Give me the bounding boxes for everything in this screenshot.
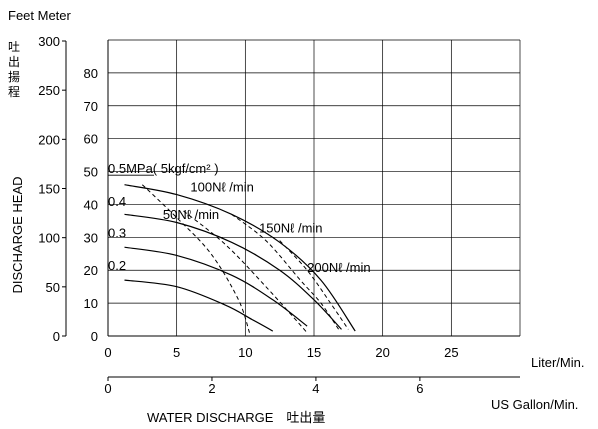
curve-labels: 0.5MPa( 5kgf/cm² ) 0.4 0.3 0.2 100Nℓ /min 50N… [108,161,371,275]
curve-label: 0.2 [108,258,126,273]
meter-tick-label: 60 [84,132,98,147]
pressure-curve [124,279,274,332]
gallon-tick-label: 6 [416,381,423,396]
feet-tick-label: 250 [38,83,60,98]
header-units: Feet Meter [8,8,72,23]
air-flow-curve [141,184,250,333]
liter-tick-label: 10 [238,345,252,360]
liter-tick-label: 20 [375,345,389,360]
liter-tick-label: 25 [444,345,458,360]
y-axis-label-jp-char: 程 [8,84,20,99]
feet-tick-label: 150 [38,182,60,197]
curve-label: 0.3 [108,225,126,240]
gallon-tick-label: 0 [104,381,111,396]
curve-label: 200Nℓ /min [307,260,370,275]
curve-label: 0.5MPa( 5kgf/cm² ) [108,161,219,176]
meter-tick-label: 70 [84,99,98,114]
meter-tick-label: 20 [84,263,98,278]
liter-axis: 0 5 10 15 20 25 [104,345,458,360]
y-axis-label-jp-char: 吐 [8,40,20,54]
meter-tick-label: 50 [84,165,98,180]
meter-axis: 0 10 20 30 40 50 60 70 80 [84,66,98,344]
liter-tick-label: 0 [104,345,111,360]
feet-tick-label: 50 [46,280,60,295]
y-axis-label-jp-char: 揚 [8,70,20,84]
gallon-tick-label: 2 [208,381,215,396]
y-axis-label: DISCHARGE HEAD [10,176,25,293]
pressure-curve [124,213,342,330]
curve-label: 100Nℓ /min [190,179,253,194]
meter-tick-label: 40 [84,197,98,212]
pressure-curve [124,246,308,327]
air-flow-curve [231,213,340,330]
feet-axis: 0 50 100 150 200 250 300 [38,34,67,344]
meter-tick-label: 80 [84,66,98,81]
feet-tick-label: 0 [53,329,60,344]
curve-label: 0.4 [108,194,126,209]
air-flow-curve [279,240,349,330]
feet-tick-label: 200 [38,132,60,147]
gallon-tick-label: 4 [312,381,319,396]
meter-tick-label: 30 [84,230,98,245]
liter-tick-label: 5 [173,345,180,360]
plot-grid [107,39,521,337]
feet-tick-label: 300 [38,34,60,49]
y-axis-label-jp-char: 出 [8,55,20,69]
x-unit-liter: Liter/Min. [531,355,584,370]
feet-tick-label: 100 [38,231,60,246]
liter-tick-label: 15 [307,345,321,360]
pressure-curve [124,184,356,332]
curve-label: 50Nℓ /min [163,207,219,222]
meter-tick-label: 10 [84,296,98,311]
air-flow-curve [183,210,308,334]
x-unit-gallon: US Gallon/Min. [491,397,578,412]
gallon-axis: 0 2 4 6 [104,376,520,396]
curves [124,184,356,334]
curve-label: 150Nℓ /min [259,220,322,235]
x-axis-label: WATER DISCHARGE 吐出量 [147,410,325,425]
meter-tick-label: 0 [91,329,98,344]
